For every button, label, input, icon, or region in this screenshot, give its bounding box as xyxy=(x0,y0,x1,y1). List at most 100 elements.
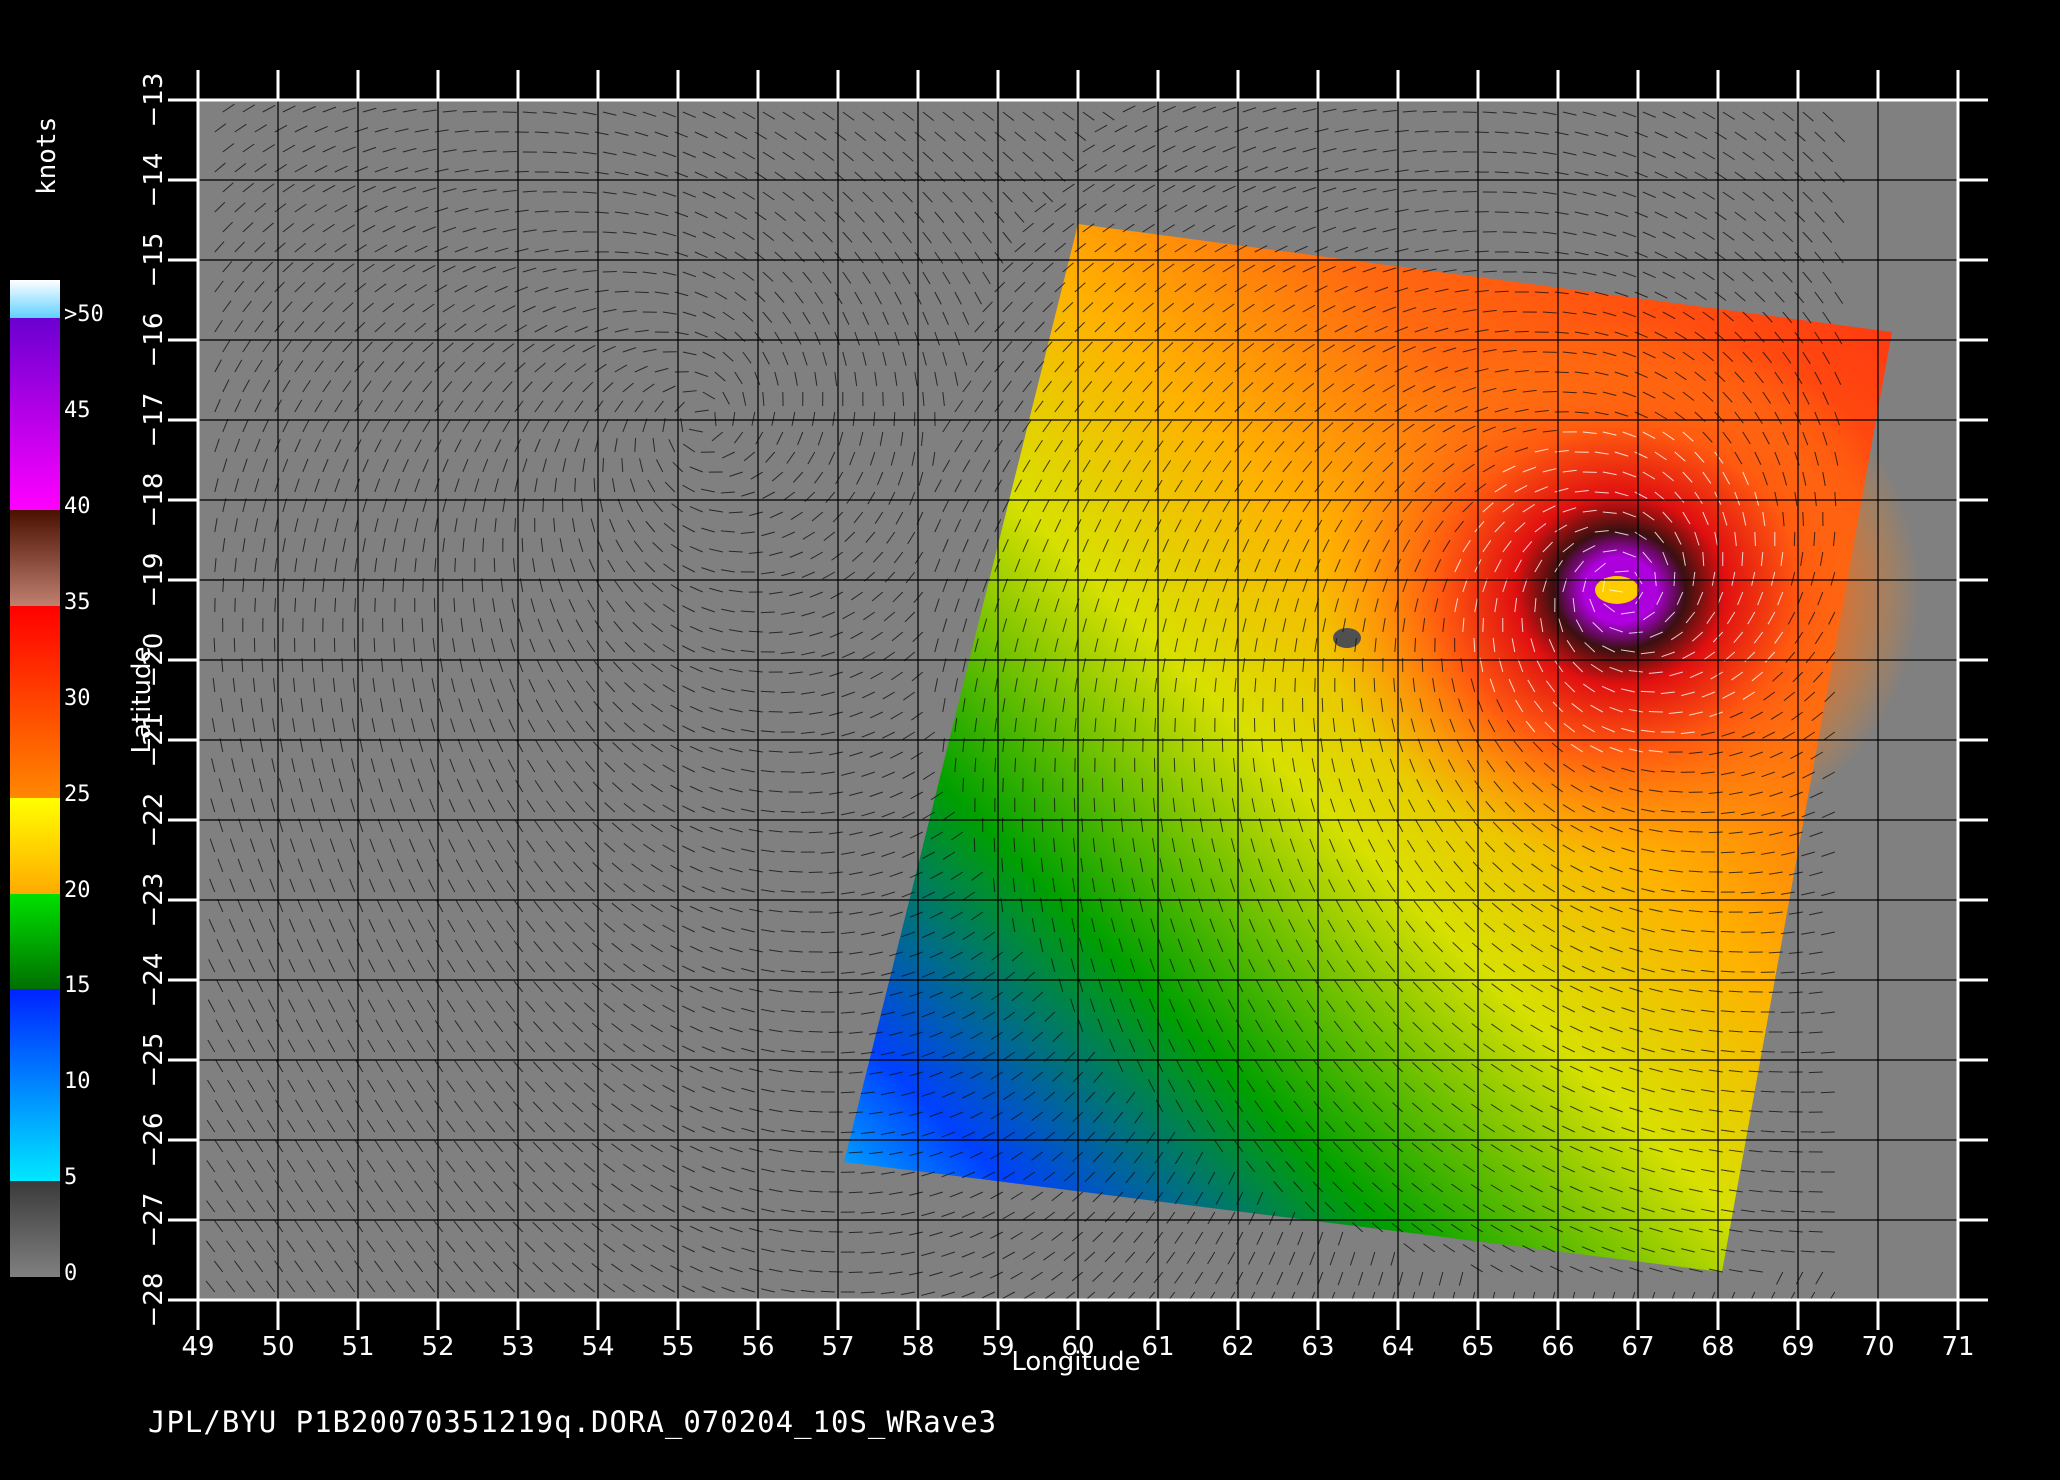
wind-vector xyxy=(1720,771,1735,776)
wind-vector xyxy=(254,202,266,213)
wind-vector xyxy=(970,1111,984,1119)
wind-vector xyxy=(961,1211,975,1218)
wind-vector xyxy=(781,531,796,539)
wind-vector xyxy=(1268,1251,1276,1265)
wind-vector xyxy=(1186,1251,1196,1264)
wind-vector xyxy=(1215,1231,1224,1245)
wind-vector xyxy=(562,230,577,233)
wind-vector xyxy=(505,1161,516,1173)
wind-vector xyxy=(1394,638,1397,653)
wind-vector xyxy=(623,1043,636,1053)
wind-vector xyxy=(1614,211,1629,218)
wind-vector xyxy=(454,400,464,413)
wind-vector xyxy=(1402,462,1414,473)
wind-vector xyxy=(1694,451,1705,463)
wind-vector xyxy=(1720,1010,1735,1013)
wind-vector xyxy=(865,531,876,543)
wind-vector xyxy=(1711,571,1716,586)
wind-vector xyxy=(1454,405,1468,413)
wind-vector xyxy=(1702,391,1714,402)
wind-vector xyxy=(1722,191,1735,201)
wind-vector xyxy=(1302,304,1316,313)
wind-vector xyxy=(670,784,684,793)
wind-vector xyxy=(1562,271,1577,275)
wind-vector xyxy=(322,301,334,313)
wind-vector xyxy=(1728,1229,1743,1233)
wind-vector xyxy=(1414,637,1417,653)
wind-vector xyxy=(1494,329,1509,333)
wind-vector xyxy=(564,1082,576,1093)
wind-vector xyxy=(234,163,247,173)
wind-vector xyxy=(846,491,856,504)
wind-vector xyxy=(1078,938,1084,953)
wind-vector xyxy=(354,1220,364,1233)
wind-vector xyxy=(286,1200,296,1213)
wind-vector xyxy=(334,518,339,533)
wind-vector xyxy=(880,1251,895,1255)
wind-vector xyxy=(868,1111,883,1115)
wind-vector xyxy=(487,839,496,853)
wind-vector xyxy=(1629,1027,1643,1033)
wind-vector xyxy=(214,162,226,173)
wind-vector xyxy=(1808,1230,1823,1233)
wind-vector xyxy=(1274,441,1285,453)
wind-vector xyxy=(1734,211,1747,221)
wind-vector xyxy=(294,281,306,293)
wind-vector xyxy=(1314,980,1324,993)
wind-vector xyxy=(553,861,564,873)
wind-vector xyxy=(1442,229,1457,233)
wind-vector xyxy=(694,291,708,298)
wind-vector xyxy=(642,1124,656,1133)
wind-vector xyxy=(729,1107,743,1113)
wind-vector xyxy=(544,1202,556,1213)
wind-vector xyxy=(1374,519,1383,533)
wind-vector xyxy=(1234,1140,1244,1153)
wind-vector xyxy=(1321,697,1324,713)
wind-vector xyxy=(1094,282,1106,293)
wind-vector xyxy=(1194,244,1207,253)
wind-vector xyxy=(315,1059,324,1073)
wind-vector xyxy=(651,582,664,593)
wind-vector xyxy=(1151,878,1156,893)
wind-vector xyxy=(1769,831,1783,836)
wind-vector xyxy=(584,962,596,973)
wind-vector xyxy=(689,625,704,633)
wind-vector xyxy=(1754,371,1764,384)
wind-vector xyxy=(405,1240,416,1253)
wind-vector xyxy=(1062,111,1075,121)
wind-vector xyxy=(760,809,775,813)
wind-vector xyxy=(309,878,316,893)
wind-vector xyxy=(762,391,765,406)
wind-vector xyxy=(622,347,637,353)
wind-vector xyxy=(457,738,464,753)
wind-vector xyxy=(868,1031,883,1035)
wind-vector xyxy=(1442,386,1456,393)
wind-vector xyxy=(394,1100,404,1113)
wind-vector xyxy=(1294,1060,1304,1073)
wind-vector xyxy=(1182,224,1196,233)
wind-vector xyxy=(1242,225,1256,233)
wind-vector xyxy=(934,331,940,346)
wind-vector xyxy=(474,285,488,293)
wind-vector xyxy=(322,419,330,433)
wind-vector xyxy=(1214,519,1222,533)
wind-vector xyxy=(1609,1226,1623,1233)
wind-vector xyxy=(1407,799,1416,813)
wind-vector xyxy=(385,1280,396,1293)
wind-vector xyxy=(808,1190,823,1193)
wind-vector xyxy=(1470,1224,1484,1233)
wind-vector xyxy=(557,578,564,593)
wind-vector xyxy=(1022,578,1028,593)
wind-vector xyxy=(1433,901,1444,913)
wind-vector xyxy=(572,1022,584,1033)
wind-vector xyxy=(1042,301,1054,313)
wind-vector xyxy=(622,1203,636,1213)
wind-vector xyxy=(417,778,424,793)
wind-vector xyxy=(1134,440,1144,453)
wind-vector xyxy=(682,151,696,158)
wind-vector xyxy=(954,251,964,264)
wind-vector xyxy=(1494,171,1509,174)
wind-vector xyxy=(611,862,624,873)
wind-vector xyxy=(1641,848,1655,853)
wind-vector xyxy=(1078,978,1084,993)
